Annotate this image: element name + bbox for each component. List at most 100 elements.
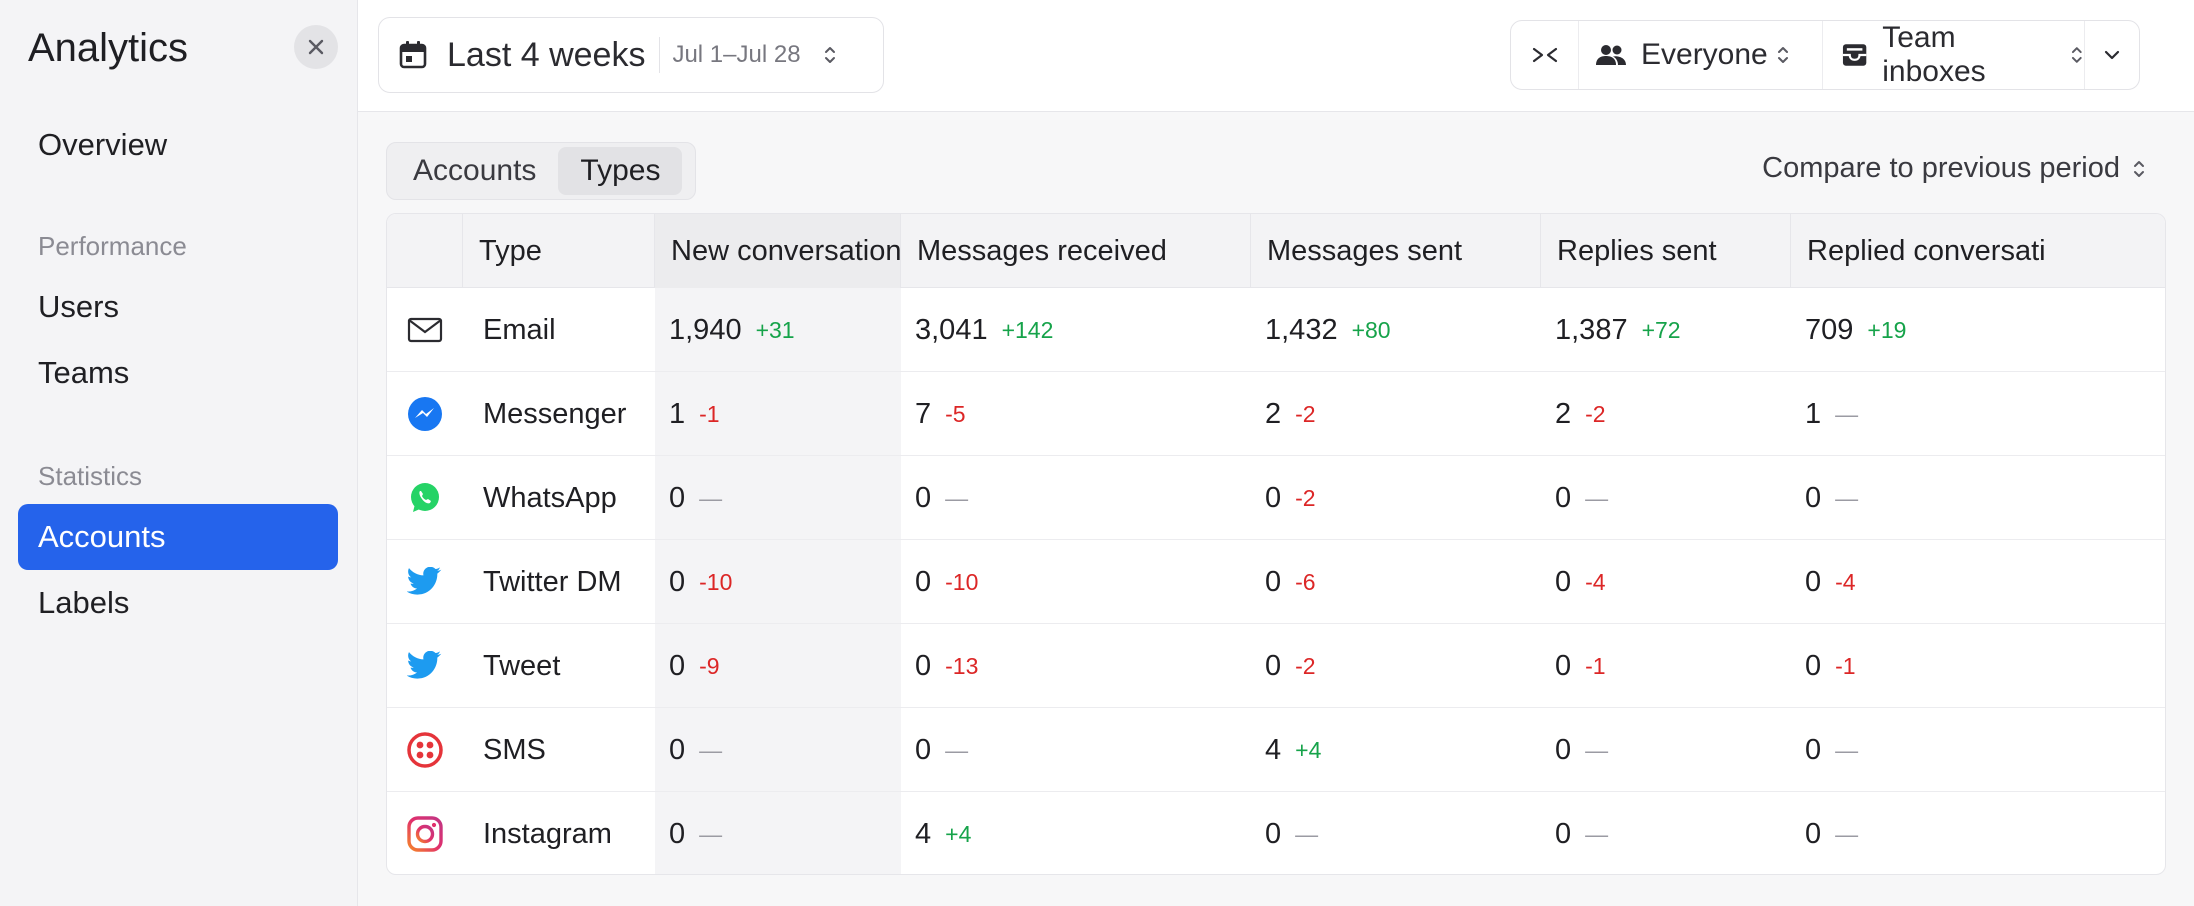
inbox-icon [1842, 44, 1867, 66]
metric-cell: 0— [915, 708, 968, 792]
metric-delta: — [699, 484, 723, 511]
metric-value: 2 [1555, 397, 1572, 430]
metric-cell: 0— [1555, 456, 1608, 540]
metric-delta: -1 [1835, 652, 1856, 679]
header-replied-conversations[interactable]: Replied conversati [1791, 214, 2165, 288]
metric-delta: +4 [1295, 736, 1322, 763]
inbox-filter-label: Team inboxes [1882, 21, 1986, 88]
inbox-filter[interactable]: Team inboxes [1823, 21, 2085, 89]
metric-cell: 0 -1 [1555, 624, 1606, 708]
sidebar-item-labels[interactable]: Labels [38, 585, 130, 620]
sidebar-item-overview[interactable]: Overview [38, 127, 168, 162]
metric-delta: — [699, 820, 723, 847]
tab-accounts[interactable]: Accounts [413, 154, 537, 187]
metric-value: 0 [1555, 481, 1572, 514]
table-header: Type New conversations Messages received… [387, 214, 2165, 288]
table-row[interactable]: SMS 0—0—4 +4 0—0— [387, 708, 2165, 792]
sidebar-item-accounts[interactable]: Accounts [18, 504, 338, 570]
metric-value: 2 [1265, 397, 1282, 430]
people-filter-label: Everyone [1641, 38, 1768, 71]
metric-cell: 0— [669, 456, 722, 540]
metric-delta: — [1835, 484, 1859, 511]
metric-delta: -4 [1835, 568, 1856, 595]
metric-delta: +80 [1351, 316, 1391, 343]
header-messages-received[interactable]: Messages received [901, 214, 1251, 288]
metric-delta: -10 [945, 568, 979, 595]
metric-delta: — [1295, 820, 1319, 847]
type-label: Tweet [483, 649, 561, 682]
metric-value: 0 [915, 733, 932, 766]
type-label: Messenger [483, 397, 627, 430]
header-type[interactable]: Type [463, 214, 655, 288]
people-filter[interactable]: Everyone [1579, 21, 1823, 89]
metric-cell: 0 -10 [915, 540, 978, 624]
metric-value: 0 [1265, 817, 1282, 850]
metric-delta: — [1585, 484, 1609, 511]
metric-delta: -6 [1295, 568, 1316, 595]
sidebar-title: Analytics [28, 26, 189, 70]
metric-value: 709 [1805, 313, 1854, 346]
header-icon-col [387, 214, 463, 288]
header-replies-sent[interactable]: Replies sent [1541, 214, 1791, 288]
metric-delta: -9 [699, 652, 720, 679]
chevron-updown-icon [2134, 160, 2144, 177]
metric-value: 1 [1805, 397, 1822, 430]
metric-cell: 0— [1805, 792, 1858, 874]
metric-delta: +31 [755, 316, 795, 343]
metric-cell: 0— [1805, 456, 1858, 540]
date-range-value: Jul 1–Jul 28 [672, 41, 801, 68]
metric-cell: 0— [1555, 708, 1608, 792]
sidebar-item-users[interactable]: Users [38, 289, 119, 324]
metric-cell: 4 +4 [1265, 708, 1321, 792]
chevron-updown-icon [1777, 47, 1788, 63]
header-new-conversations-label: New conversations [671, 234, 901, 267]
table-row[interactable]: Email 1,940 +31 3,041 +142 1,432 +80 1,387 +72 70… [387, 288, 2165, 372]
top-bar: Last 4 weeks Jul 1–Jul 28 Everyone Team … [358, 0, 2194, 112]
header-replied-conversations-label: Replied conversati [1807, 234, 2046, 267]
table-row[interactable]: Instagram 0—4 +4 0—0—0— [387, 792, 2165, 874]
metric-value: 0 [669, 733, 686, 766]
collapse-toggle-button[interactable] [1511, 21, 1579, 89]
sidebar-section-performance: Performance [38, 231, 187, 261]
metric-delta: -1 [699, 400, 720, 427]
header-new-conversations[interactable]: New conversations [655, 214, 901, 288]
sidebar: Analytics Overview Performance Users Tea… [0, 0, 358, 906]
whatsapp-icon [387, 456, 463, 540]
metric-cell: 1 -1 [669, 372, 720, 456]
metric-value: 0 [1555, 565, 1572, 598]
sms-icon [387, 708, 463, 792]
main-content: Last 4 weeks Jul 1–Jul 28 Everyone Team … [358, 0, 2194, 906]
type-label: Twitter DM [483, 565, 622, 598]
chevron-updown-icon [2072, 47, 2083, 63]
header-messages-sent[interactable]: Messages sent [1251, 214, 1541, 288]
close-sidebar-button[interactable] [294, 25, 338, 69]
table-row[interactable]: Tweet 0 -9 0 -13 0 -2 0 -1 0 -1 [387, 624, 2165, 708]
metric-value: 0 [1265, 649, 1282, 682]
metric-value: 0 [669, 565, 686, 598]
metric-cell: 0— [1265, 792, 1319, 874]
tab-types[interactable]: Types [558, 147, 683, 195]
metric-cell: 0— [915, 456, 968, 540]
type-label: Instagram [483, 817, 612, 850]
metric-value: 0 [669, 817, 686, 850]
metric-value: 0 [1805, 481, 1822, 514]
metric-value: 1,387 [1555, 313, 1628, 346]
header-messages-sent-label: Messages sent [1267, 234, 1463, 267]
more-filters-button[interactable] [2085, 21, 2139, 89]
table-row[interactable]: Twitter DM 0 -10 0 -10 0 -6 0 -4 0 -4 [387, 540, 2165, 624]
sidebar-item-teams[interactable]: Teams [38, 355, 130, 390]
table-row[interactable]: Messenger 1 -1 7 -5 2 -2 2 -2 1— [387, 372, 2165, 456]
metric-delta: -4 [1585, 568, 1606, 595]
metric-cell: 0— [669, 792, 723, 874]
metric-value: 0 [1805, 565, 1822, 598]
date-range-picker[interactable]: Last 4 weeks Jul 1–Jul 28 [378, 17, 884, 93]
chevron-updown-icon [824, 47, 835, 63]
metric-delta: +72 [1641, 316, 1681, 343]
metric-delta: — [1585, 736, 1609, 763]
view-tabs: Accounts Types [386, 142, 696, 200]
metric-delta: — [945, 484, 969, 511]
metric-cell: 0 -4 [1805, 540, 1856, 624]
metric-cell: 1— [1805, 372, 1858, 456]
compare-period-dropdown[interactable]: Compare to previous period [1762, 152, 2146, 185]
table-row[interactable]: WhatsApp 0—0—0 -2 0—0— [387, 456, 2165, 540]
